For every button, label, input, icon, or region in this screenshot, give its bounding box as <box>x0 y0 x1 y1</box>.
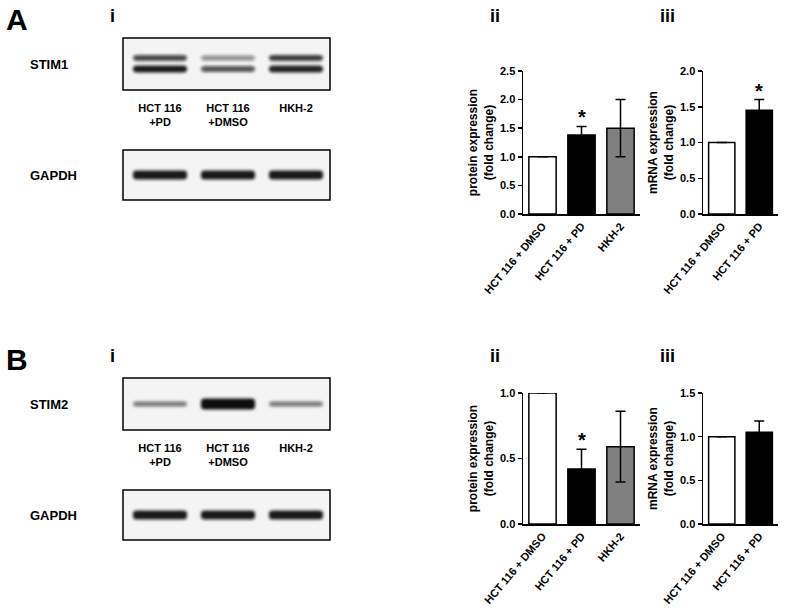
svg-text:*: * <box>578 106 586 128</box>
svg-text:0.5: 0.5 <box>680 172 695 184</box>
svg-text:+PD: +PD <box>149 116 171 128</box>
svg-text:HCT 116 + DMSO: HCT 116 + DMSO <box>482 530 549 606</box>
svg-text:i: i <box>110 346 115 366</box>
svg-text:0.5: 0.5 <box>680 474 695 486</box>
svg-text:ii: ii <box>490 346 500 366</box>
svg-text:0.0: 0.0 <box>680 208 695 220</box>
svg-text:0.0: 0.0 <box>500 518 515 530</box>
svg-text:mRNA expression(fold change): mRNA expression(fold change) <box>646 407 676 510</box>
svg-text:HCT 116 + PD: HCT 116 + PD <box>532 530 587 592</box>
svg-text:HCT 116 + PD: HCT 116 + PD <box>710 220 765 282</box>
svg-text:HCT 116 + DMSO: HCT 116 + DMSO <box>661 530 728 606</box>
svg-text:HCT 116 + PD: HCT 116 + PD <box>532 220 587 282</box>
svg-text:protein expression(fold change: protein expression(fold change) <box>466 89 496 196</box>
svg-text:1.0: 1.0 <box>500 151 515 163</box>
svg-text:0.0: 0.0 <box>500 208 515 220</box>
svg-text:0.5: 0.5 <box>500 452 515 464</box>
svg-text:0.0: 0.0 <box>680 518 695 530</box>
svg-text:GAPDH: GAPDH <box>30 168 77 183</box>
svg-text:HKH-2: HKH-2 <box>595 220 626 253</box>
svg-text:HCT 116: HCT 116 <box>206 102 249 114</box>
svg-text:2.5: 2.5 <box>500 65 515 77</box>
svg-text:A: A <box>6 3 28 36</box>
svg-text:protein expression(fold change: protein expression(fold change) <box>466 405 496 512</box>
svg-text:*: * <box>755 80 763 102</box>
svg-text:HKH-2: HKH-2 <box>279 102 313 114</box>
svg-text:+DMSO: +DMSO <box>208 116 248 128</box>
svg-text:*: * <box>578 429 586 451</box>
svg-text:1.0: 1.0 <box>680 136 695 148</box>
svg-text:HCT 116: HCT 116 <box>138 442 181 454</box>
svg-text:HKH-2: HKH-2 <box>595 530 626 563</box>
svg-text:GAPDH: GAPDH <box>30 508 77 523</box>
svg-text:0.5: 0.5 <box>500 179 515 191</box>
svg-text:HCT 116 + DMSO: HCT 116 + DMSO <box>482 220 549 296</box>
svg-text:2.0: 2.0 <box>500 93 515 105</box>
svg-text:1.0: 1.0 <box>680 431 695 443</box>
svg-text:HKH-2: HKH-2 <box>279 442 313 454</box>
svg-text:1.5: 1.5 <box>680 101 695 113</box>
svg-text:HCT 116 + PD: HCT 116 + PD <box>710 530 765 592</box>
svg-text:B: B <box>6 343 28 376</box>
svg-text:i: i <box>110 6 115 26</box>
svg-text:1.5: 1.5 <box>500 122 515 134</box>
svg-text:ii: ii <box>490 6 500 26</box>
svg-text:iii: iii <box>660 6 675 26</box>
svg-text:iii: iii <box>660 346 675 366</box>
svg-text:STIM1: STIM1 <box>30 57 68 72</box>
svg-text:1.0: 1.0 <box>500 387 515 399</box>
svg-text:HCT 116: HCT 116 <box>138 102 181 114</box>
svg-text:HCT 116: HCT 116 <box>206 442 249 454</box>
svg-text:2.0: 2.0 <box>680 65 695 77</box>
svg-text:+PD: +PD <box>149 456 171 468</box>
svg-text:1.5: 1.5 <box>680 387 695 399</box>
svg-text:HCT 116 + DMSO: HCT 116 + DMSO <box>661 220 728 296</box>
svg-text:mRNA expression(fold change): mRNA expression(fold change) <box>646 91 676 194</box>
svg-text:STIM2: STIM2 <box>30 397 68 412</box>
svg-text:+DMSO: +DMSO <box>208 456 248 468</box>
